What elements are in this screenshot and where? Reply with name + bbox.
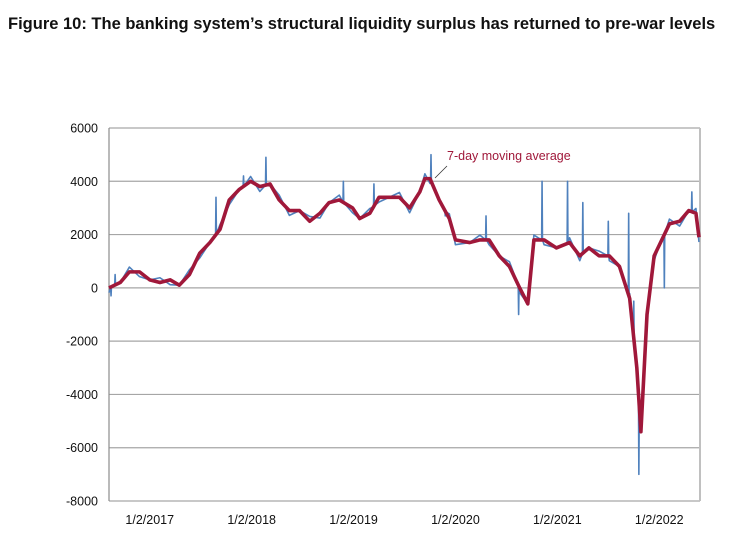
- y-tick-label: 2000: [70, 228, 98, 242]
- x-tick-label: 1/2/2018: [227, 513, 276, 527]
- x-tick-label: 1/2/2017: [125, 513, 174, 527]
- y-tick-label: 0: [91, 281, 98, 295]
- y-tick-label: -6000: [66, 441, 98, 455]
- annotation-label: 7-day moving average: [447, 149, 571, 163]
- y-tick-label: -8000: [66, 495, 98, 509]
- chart-title: Figure 10: The banking system’s structur…: [8, 15, 716, 33]
- x-tick-label: 1/2/2022: [635, 513, 684, 527]
- y-tick-label: -2000: [66, 335, 98, 349]
- series-moving-average-line: [108, 176, 701, 434]
- x-tick-label: 1/2/2019: [329, 513, 378, 527]
- x-tick-label: 1/2/2020: [431, 513, 480, 527]
- y-tick-label: 4000: [70, 175, 98, 189]
- annotation-leader-line: [434, 165, 448, 179]
- y-tick-label: -4000: [66, 388, 98, 402]
- y-tick-label: 6000: [70, 122, 98, 136]
- x-tick-label: 1/2/2021: [533, 513, 582, 527]
